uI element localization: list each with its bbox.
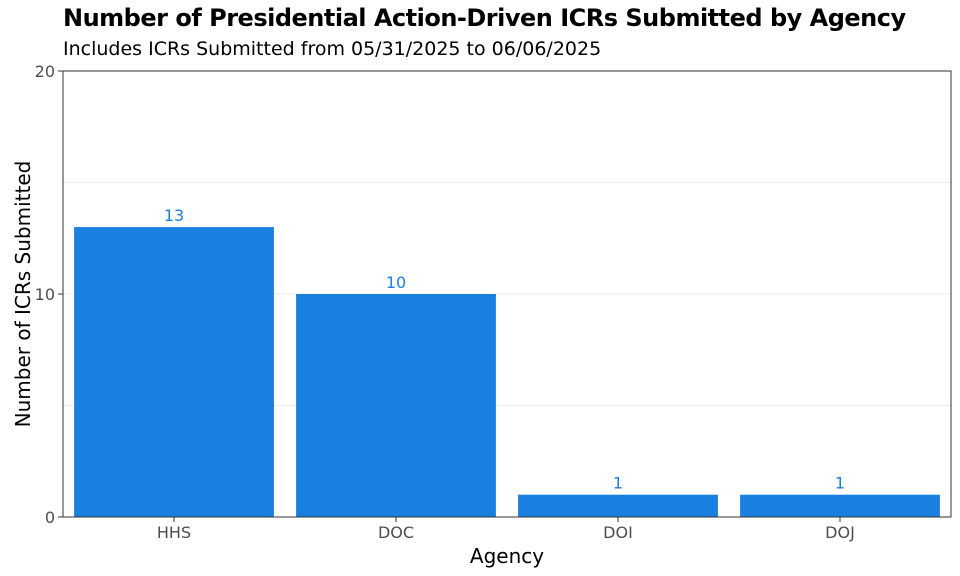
bar-doc: [296, 294, 496, 517]
data-label-doc: 10: [386, 273, 406, 292]
y-tick-label: 10: [35, 285, 55, 304]
x-tick-label: DOI: [603, 523, 633, 542]
x-tick-label: DOC: [378, 523, 414, 542]
bars-layer: 13 10 1 1: [74, 206, 940, 517]
y-tick-label: 0: [45, 508, 55, 527]
data-label-doi: 1: [613, 474, 623, 493]
data-label-hhs: 13: [164, 206, 184, 225]
bar-hhs: [74, 227, 274, 517]
y-axis-title: Number of ICRs Submitted: [11, 161, 35, 428]
axis-layer: 0 10 20 HHS DOC DOI DOJ: [35, 62, 855, 542]
x-axis-title: Agency: [470, 544, 544, 568]
chart-subtitle: Includes ICRs Submitted from 05/31/2025 …: [63, 38, 602, 60]
data-label-doj: 1: [835, 474, 845, 493]
x-tick-label: HHS: [157, 523, 191, 542]
y-tick-label: 20: [35, 62, 55, 81]
x-tick-label: DOJ: [825, 523, 855, 542]
chart-title: Number of Presidential Action-Driven ICR…: [63, 4, 906, 32]
bar-doj: [740, 494, 940, 517]
bar-doi: [518, 494, 718, 517]
